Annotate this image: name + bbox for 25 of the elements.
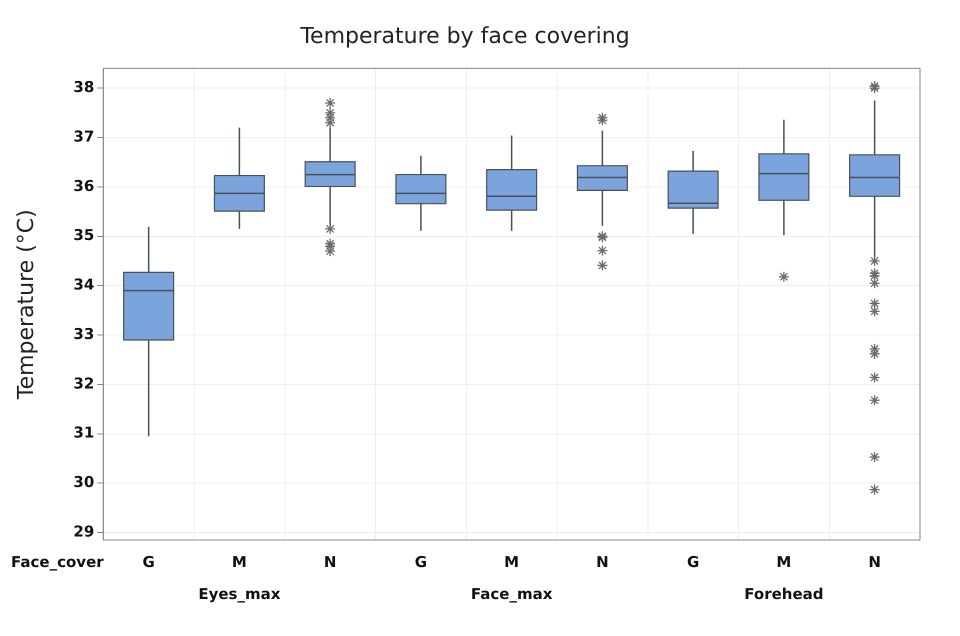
x-tick-label: N — [868, 552, 881, 571]
y-tick-label: 36 — [73, 176, 94, 195]
y-tick-label: 38 — [73, 78, 94, 96]
y-tick-label: 35 — [73, 226, 94, 244]
text: Face_max — [470, 584, 553, 603]
x-tick-label: M — [776, 552, 792, 571]
text: Forehead — [744, 584, 824, 603]
y-tick-label: 29 — [73, 522, 94, 540]
chart-title: Temperature by face covering — [299, 24, 630, 49]
y-tick-label: 32 — [73, 374, 94, 392]
x-tick-label: M — [504, 552, 520, 571]
x-axis-title: Face_cover — [11, 552, 104, 571]
x-tick-label: G — [414, 552, 428, 571]
y-tick-label: 37 — [73, 127, 94, 146]
x-tick-label: G — [142, 552, 155, 571]
text: Eyes_max — [198, 584, 281, 603]
x-tick-label: G — [686, 552, 700, 571]
y-tick-label: 31 — [73, 424, 94, 442]
y-tick-label: 33 — [73, 324, 94, 343]
x-tick-label: N — [324, 552, 336, 571]
x-tick-label: M — [232, 552, 247, 571]
y-tick-label: 30 — [73, 473, 94, 492]
x-tick-label: N — [596, 552, 609, 571]
y-tick-label: 34 — [73, 276, 94, 294]
y-axis-title: Temperature (°C) — [14, 209, 39, 400]
